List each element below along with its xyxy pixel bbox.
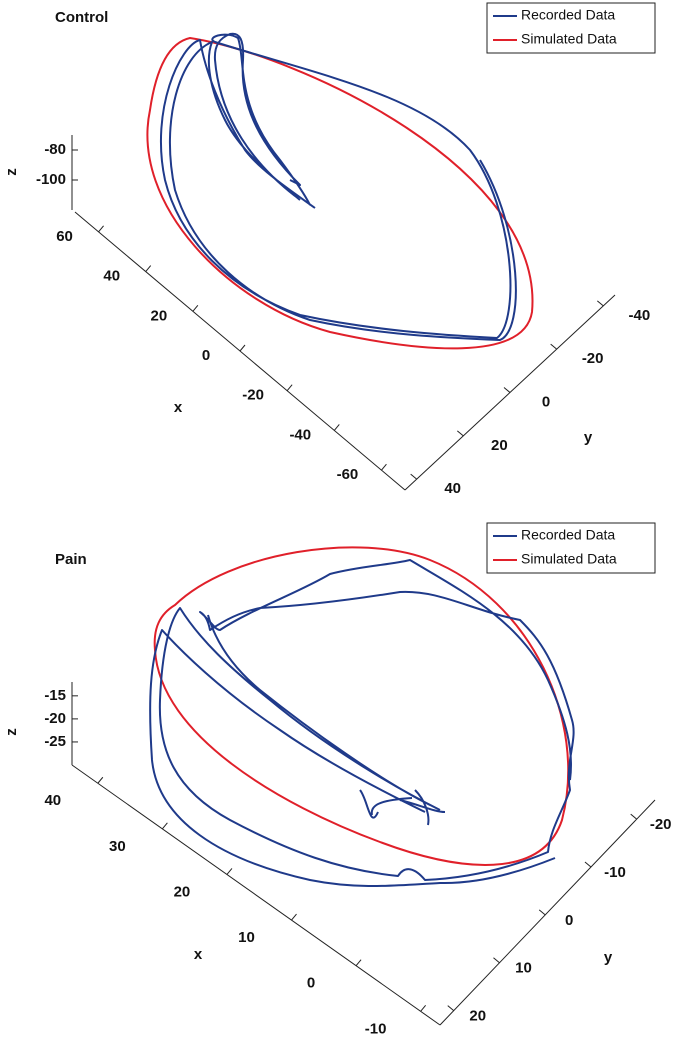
x-tick: [291, 913, 297, 921]
legend-entry: Simulated Data: [521, 551, 617, 567]
y-tick-label: -40: [628, 307, 650, 324]
y-tick: [584, 861, 592, 868]
x-tick-label: 40: [103, 268, 120, 285]
recorded-trajectory: [160, 32, 517, 341]
x-tick: [97, 776, 104, 784]
y-tick: [538, 909, 546, 916]
panel-control: [146, 32, 534, 350]
z-tick-label: -100: [36, 171, 66, 188]
y-tick: [493, 957, 500, 964]
y-tick: [597, 300, 604, 307]
z-tick-label: -80: [44, 141, 66, 158]
x-axis-label: x: [174, 399, 183, 416]
y-tick-label: -20: [650, 816, 672, 833]
y-tick: [410, 473, 417, 480]
simulated-trajectory: [146, 37, 534, 350]
panel-axes: Pain -15 -20 -25 z 40 30 20 10 0 -10 x 20 10 0 -10 -20 y R…: [3, 522, 672, 1037]
y-axis-label: y: [584, 429, 593, 446]
y-axis: [439, 799, 656, 1026]
z-tick-label: -20: [44, 710, 66, 727]
x-tick-label: -60: [337, 466, 359, 483]
y-tick: [503, 387, 511, 393]
legend-entry: Simulated Data: [521, 31, 617, 47]
x-tick: [192, 304, 199, 312]
x-tick: [286, 384, 293, 392]
x-tick-label: -20: [242, 387, 264, 404]
panel-pain: [149, 546, 575, 887]
y-tick-label: 10: [515, 960, 532, 977]
recorded-trajectory: [149, 559, 575, 887]
y-tick-label: 20: [491, 437, 508, 454]
y-tick: [630, 813, 638, 820]
x-tick-label: -40: [289, 426, 311, 443]
x-tick: [333, 424, 340, 431]
legend-box: [486, 522, 656, 574]
x-tick-label: 20: [174, 883, 191, 900]
simulated-trajectory: [153, 546, 570, 866]
y-tick-label: -20: [582, 350, 604, 367]
x-tick: [145, 265, 152, 272]
x-axis-label: x: [194, 946, 203, 963]
x-tick-label: 30: [109, 838, 126, 855]
z-axis-label: z: [3, 728, 20, 736]
x-tick: [98, 225, 104, 233]
x-tick-label: 40: [44, 792, 61, 809]
y-tick-label: 0: [565, 912, 573, 929]
x-tick-label: 60: [56, 228, 73, 245]
y-axis-label: y: [604, 949, 613, 966]
panel-axes: Control -80 -100 z 60 40 20 0 -20 -40 -60 x 40 20 0 -20…: [3, 2, 656, 497]
panel-title: Pain: [55, 551, 87, 568]
y-tick-label: -10: [604, 864, 626, 881]
legend-entry: Recorded Data: [521, 7, 615, 23]
x-tick: [162, 822, 168, 830]
y-tick-label: 40: [444, 480, 461, 497]
y-tick-label: 20: [469, 1008, 486, 1025]
z-axis-label: z: [3, 168, 20, 176]
x-tick-label: 10: [238, 929, 255, 946]
x-tick: [420, 1004, 427, 1012]
y-tick-label: 0: [542, 393, 550, 410]
legend-entry: Recorded Data: [521, 527, 615, 543]
x-axis: [71, 764, 441, 1026]
x-tick: [381, 463, 387, 471]
legend-box: [486, 2, 656, 54]
x-tick: [355, 959, 362, 967]
y-tick: [457, 430, 464, 437]
y-tick: [550, 343, 557, 350]
x-tick: [226, 868, 233, 875]
z-tick-label: -25: [44, 733, 66, 750]
panel-title: Control: [55, 9, 108, 26]
x-tick-label: -10: [365, 1020, 387, 1037]
x-tick-label: 0: [202, 347, 210, 364]
z-tick-label: -15: [44, 687, 66, 704]
x-tick: [239, 344, 246, 352]
x-tick-label: 20: [151, 307, 168, 324]
y-tick: [447, 1005, 455, 1012]
x-tick-label: 0: [307, 975, 315, 992]
